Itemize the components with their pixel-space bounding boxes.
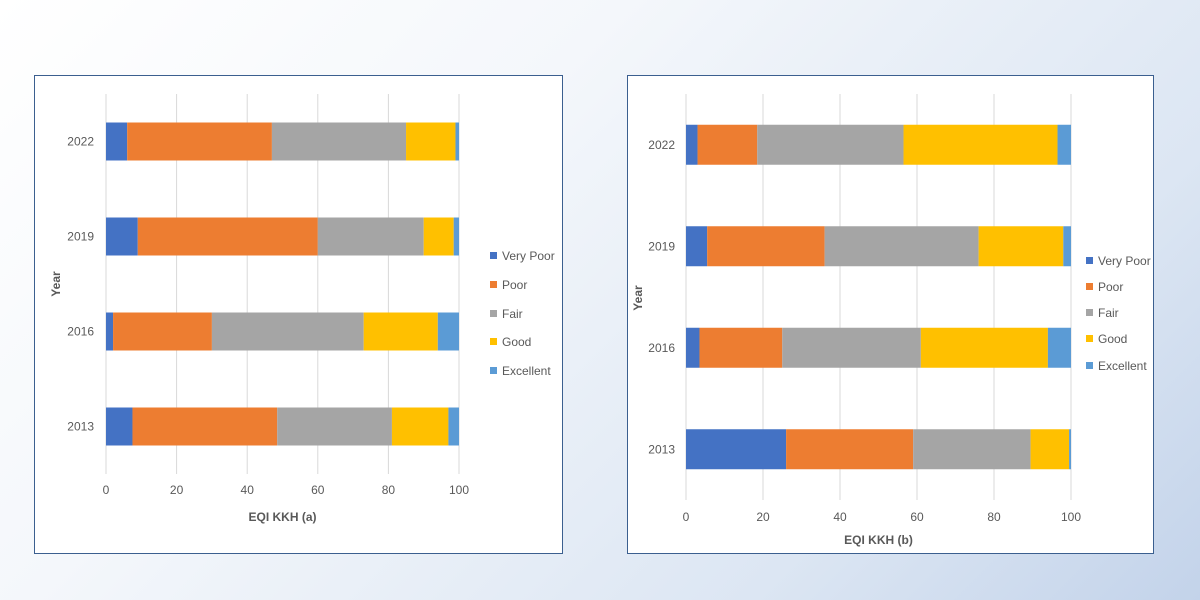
bar-very-poor-2022 (686, 124, 698, 165)
bar-very-poor-2022 (106, 122, 128, 161)
bar-good-2013 (1030, 429, 1070, 470)
x-tick-label: 60 (910, 510, 924, 524)
stacked-bar-chart-a: 0 20 40 60 80 100 2013 2016 2019 2022 EQI KKH (a) Y… (49, 94, 555, 524)
legend-swatch (1086, 335, 1093, 342)
x-tick-label: 100 (1061, 510, 1081, 524)
bar-poor-2019 (707, 226, 825, 267)
legend-label: Excellent (1098, 359, 1147, 373)
y-tick-label: 2013 (648, 442, 675, 456)
bar-poor-2022 (127, 122, 272, 161)
bar-poor-2019 (137, 217, 318, 256)
y-tick-label: 2019 (67, 230, 94, 244)
bar-excellent-2019 (453, 217, 459, 256)
legend-swatch (490, 281, 497, 288)
bar-excellent-2016 (1047, 327, 1071, 368)
legend-label: Very Poor (502, 249, 555, 263)
bar-good-2019 (423, 217, 454, 256)
legend-swatch (1086, 283, 1093, 290)
x-tick-label: 40 (833, 510, 847, 524)
x-tick-label: 60 (311, 483, 325, 497)
y-tick-label: 2013 (67, 420, 94, 434)
x-axis-title-a: EQI KKH (a) (248, 510, 316, 524)
bar-fair-2013 (913, 429, 1031, 470)
legend-swatch (490, 252, 497, 259)
bar-good-2019 (978, 226, 1064, 267)
y-tick-label: 2019 (648, 239, 675, 253)
bar-fair-2016 (782, 327, 921, 368)
chart-panel-b: 0 20 40 60 80 100 2013 2016 2019 2022 EQI KKH (b) Y… (627, 75, 1154, 554)
stacked-bar-chart-b: 0 20 40 60 80 100 2013 2016 2019 2022 EQI KKH (b) Y… (631, 94, 1151, 547)
bar-good-2022 (406, 122, 456, 161)
bar-fair-2022 (757, 124, 904, 165)
x-tick-label: 80 (987, 510, 1001, 524)
y-tick-label: 2016 (648, 341, 675, 355)
bar-good-2022 (903, 124, 1058, 165)
legend-swatch (1086, 257, 1093, 264)
bar-very-poor-2019 (686, 226, 708, 267)
x-tick-label: 0 (683, 510, 690, 524)
y-tick-label: 2022 (648, 138, 675, 152)
bar-excellent-2016 (437, 312, 459, 351)
y-axis-title-a: Year (49, 271, 63, 297)
x-tick-label: 100 (449, 483, 469, 497)
legend-label: Fair (502, 307, 523, 321)
bar-excellent-2019 (1063, 226, 1071, 267)
bar-very-poor-2019 (106, 217, 138, 256)
bar-poor-2022 (697, 124, 758, 165)
x-tick-label: 20 (170, 483, 184, 497)
bar-poor-2016 (699, 327, 783, 368)
legend-swatch (490, 367, 497, 374)
bar-excellent-2022 (1057, 124, 1071, 165)
x-tick-label: 40 (241, 483, 255, 497)
y-tick-label: 2016 (67, 325, 94, 339)
bar-very-poor-2016 (106, 312, 114, 351)
x-tick-label: 80 (382, 483, 396, 497)
bar-poor-2013 (132, 407, 278, 446)
legend-swatch (1086, 309, 1093, 316)
bar-poor-2013 (786, 429, 914, 470)
bar-very-poor-2013 (106, 407, 133, 446)
legend-swatch (490, 338, 497, 345)
bar-very-poor-2016 (686, 327, 700, 368)
legend-label: Poor (502, 278, 527, 292)
chart-panel-a: 0 20 40 60 80 100 2013 2016 2019 2022 EQI KKH (a) Y… (34, 75, 563, 554)
x-tick-label: 20 (756, 510, 770, 524)
legend-label: Excellent (502, 364, 551, 378)
y-tick-label: 2022 (67, 135, 94, 149)
bar-excellent-2022 (455, 122, 459, 161)
bar-good-2013 (391, 407, 449, 446)
x-axis-title-b: EQI KKH (b) (844, 533, 913, 547)
legend-label: Good (502, 335, 531, 349)
y-axis-title-b: Year (631, 285, 645, 311)
legend-label: Poor (1098, 280, 1123, 294)
legend-swatch (1086, 362, 1093, 369)
bar-fair-2019 (824, 226, 979, 267)
bar-good-2016 (363, 312, 438, 351)
legend-label: Fair (1098, 306, 1119, 320)
bar-good-2016 (920, 327, 1048, 368)
x-tick-label: 0 (103, 483, 110, 497)
legend-swatch (490, 310, 497, 317)
legend-label: Good (1098, 332, 1127, 346)
bar-fair-2013 (277, 407, 392, 446)
bar-excellent-2013 (448, 407, 459, 446)
bar-very-poor-2013 (686, 429, 787, 470)
bar-fair-2019 (317, 217, 424, 256)
bar-fair-2022 (271, 122, 407, 161)
bar-excellent-2013 (1069, 429, 1071, 470)
bar-fair-2016 (211, 312, 364, 351)
bar-poor-2016 (113, 312, 212, 351)
legend-label: Very Poor (1098, 254, 1151, 268)
